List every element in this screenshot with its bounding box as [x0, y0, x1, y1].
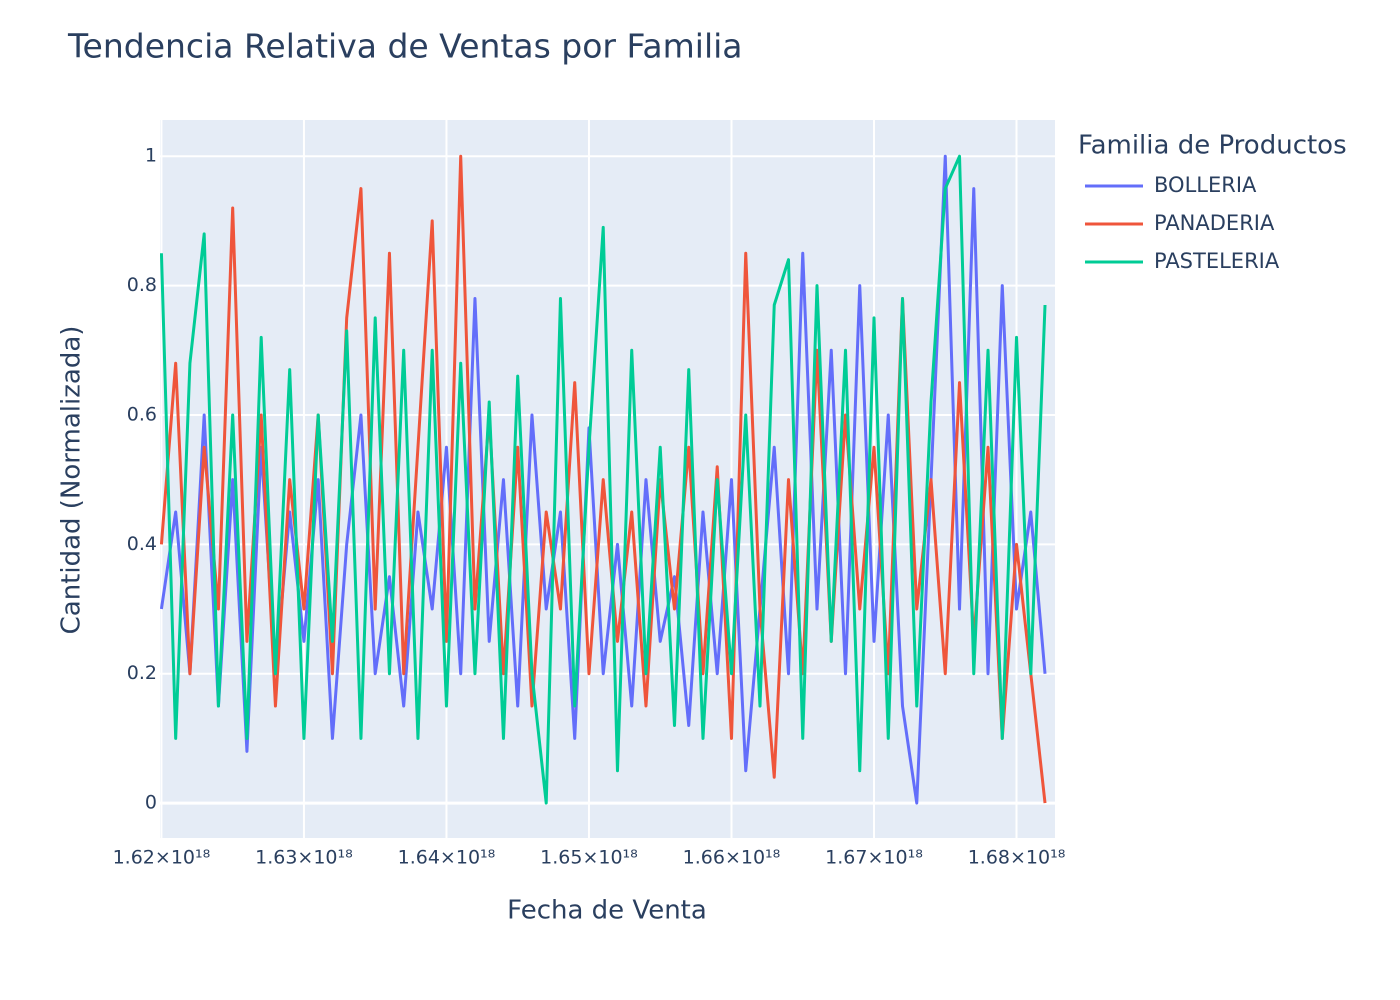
y-tick-label: 0.2	[127, 662, 157, 684]
x-tick-label: 1.62×10¹⁸	[113, 847, 211, 869]
x-tick-label: 1.67×10¹⁸	[825, 847, 923, 869]
legend-label: BOLLERIA	[1154, 173, 1257, 197]
x-tick-label: 1.68×10¹⁸	[968, 847, 1066, 869]
y-tick-label: 0	[145, 792, 157, 814]
x-tick-label: 1.64×10¹⁸	[398, 847, 496, 869]
y-tick-label: 0.4	[127, 533, 157, 555]
legend-title: Familia de Productos	[1078, 131, 1347, 161]
legend: BOLLERIA PANADERIA PASTELERIA	[1085, 173, 1280, 273]
chart-title: Tendencia Relativa de Ventas por Familia	[67, 27, 743, 66]
y-axis-title: Cantidad (Normalizada)	[57, 326, 87, 635]
y-tick-label: 0.6	[127, 403, 157, 425]
x-tick-label: 1.66×10¹⁸	[683, 847, 781, 869]
series-line	[160, 154, 1047, 805]
legend-label: PASTELERIA	[1154, 249, 1280, 273]
y-tick-label: 1	[145, 145, 157, 167]
legend-label: PANADERIA	[1154, 211, 1275, 235]
labels: 1.62×10¹⁸ 1.63×10¹⁸ 1.64×10¹⁸ 1.65×10¹⁸ 1.66…	[113, 145, 1066, 869]
plot-area	[160, 120, 1055, 838]
series-line	[160, 154, 1047, 805]
x-tick-label: 1.65×10¹⁸	[540, 847, 638, 869]
x-axis-title: Fecha de Venta	[507, 896, 707, 926]
y-tick-label: 0.8	[127, 274, 157, 296]
lines	[160, 154, 1047, 805]
x-tick-label: 1.63×10¹⁸	[255, 847, 353, 869]
